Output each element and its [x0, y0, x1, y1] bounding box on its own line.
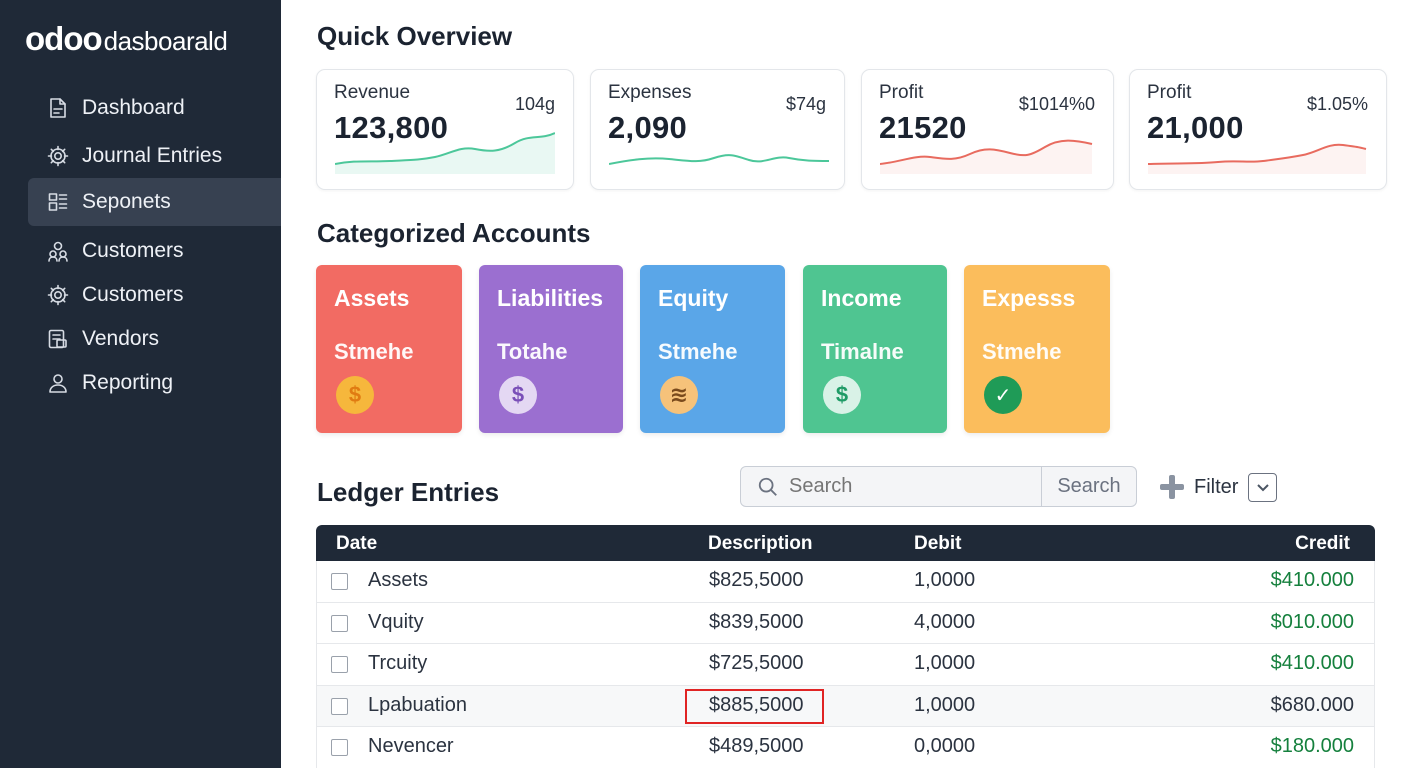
sidebar-item-reporting[interactable]: Reporting [28, 359, 281, 407]
sidebar-item-customers-2[interactable]: Customers [28, 271, 281, 319]
kpi-name: Expenses [608, 82, 692, 103]
search-box: Search [740, 466, 1137, 507]
users-icon [48, 241, 68, 262]
kpi-name: Profit [879, 82, 924, 103]
column-header-date[interactable]: Date [336, 533, 378, 554]
row-checkbox[interactable] [331, 656, 348, 674]
row-checkbox[interactable] [331, 697, 348, 715]
quick-overview-title: Quick Overview [317, 21, 513, 51]
sidebar-item-vendors[interactable]: Vendors [28, 315, 281, 363]
kpi-name: Revenue [334, 82, 411, 103]
kpi-side-value: $1014%0 [1018, 94, 1095, 114]
kpi-side-value: $74g [785, 94, 826, 114]
row-checkbox[interactable] [331, 614, 348, 632]
highlight-box [685, 688, 824, 724]
sidebar: odoodasboarald Dashboard Journal Entries… [0, 0, 281, 768]
ledger-entries-title: Ledger Entries [317, 477, 500, 507]
kpi-value: 2,090 [608, 110, 688, 145]
kpi-value: 21,000 [1147, 110, 1244, 145]
sparkline-profit-2 [1148, 143, 1367, 174]
table-row[interactable]: Trcuity $725,5000 1,0000 $410.000 [316, 644, 1375, 686]
kpi-card-profit[interactable]: Profit 21520 $1014%0 [861, 69, 1114, 190]
kpi-card-expenses[interactable]: Expenses 2,090 $74g [590, 69, 845, 190]
filter-control[interactable]: Filter [1159, 470, 1278, 504]
check-circle-icon: ✓ [984, 376, 1022, 414]
ledger-table: Date Description Debit Credit Assets $82… [316, 525, 1375, 768]
category-card-assets[interactable]: Assets Stmehe $ [316, 265, 462, 433]
kpi-value: 21520 [879, 110, 967, 145]
sidebar-item-customers[interactable]: Customers [28, 227, 281, 275]
sparkline-expenses [609, 154, 829, 165]
search-icon [758, 477, 777, 496]
table-header: Date Description Debit Credit [316, 525, 1375, 561]
column-header-credit[interactable]: Credit [1295, 533, 1350, 554]
sidebar-item-journal-entries[interactable]: Journal Entries [28, 132, 281, 180]
kpi-value: 123,800 [334, 110, 449, 145]
person-icon [49, 374, 67, 393]
kpi-side-value: 104g [514, 94, 555, 114]
search-input[interactable] [789, 475, 1041, 498]
category-card-expenses[interactable]: Expesss Stmehe ✓ [964, 265, 1110, 433]
category-card-income[interactable]: Income Timalne $ [803, 265, 947, 433]
grid-icon [48, 193, 68, 211]
category-card-liabilities[interactable]: Liabilities Totahe $ [479, 265, 623, 433]
document-icon [48, 329, 67, 349]
search-button[interactable]: Search [1041, 467, 1136, 506]
plus-icon [1159, 474, 1185, 500]
table-row[interactable]: Vquity $839,5000 4,0000 $010.000 [316, 602, 1375, 645]
sparkline-profit [880, 139, 1093, 174]
kpi-card-revenue[interactable]: Revenue 123,800 104g [316, 69, 574, 190]
gear-icon [47, 284, 69, 306]
sidebar-item-dashboard[interactable]: Dashboard [28, 84, 281, 132]
table-row[interactable]: Lpabuation $885,5000 1,0000 $680.000 [316, 685, 1375, 728]
chevron-down-icon [1257, 484, 1269, 492]
categorized-accounts-title: Categorized Accounts [317, 218, 591, 248]
column-header-debit[interactable]: Debit [914, 533, 962, 554]
category-card-equity[interactable]: Equity Stmehe ≋ [640, 265, 785, 433]
sidebar-item-seponets[interactable]: Seponets [28, 178, 281, 226]
row-checkbox[interactable] [331, 739, 348, 757]
sparkline-revenue [335, 132, 555, 174]
dashboard-icon [50, 98, 66, 118]
filter-dropdown-button[interactable] [1248, 472, 1278, 502]
column-header-description[interactable]: Description [708, 533, 813, 554]
filter-label: Filter [1194, 475, 1239, 498]
kpi-side-value: $1.05% [1306, 94, 1368, 114]
table-row[interactable]: Nevencer $489,5000 0,0000 $180.000 [316, 727, 1375, 768]
kpi-name: Profit [1147, 82, 1192, 103]
dollar-coin-icon: $ [823, 376, 861, 414]
gear-icon [47, 145, 69, 167]
dollar-coin-icon: $ [336, 376, 374, 414]
table-row[interactable]: Assets $825,5000 1,0000 $410.000 [316, 561, 1375, 603]
kpi-card-profit-2[interactable]: Profit 21,000 $1.05% [1129, 69, 1387, 190]
app-logo[interactable]: odoodasboarald [25, 20, 228, 57]
row-checkbox[interactable] [331, 573, 348, 590]
layers-icon: ≋ [660, 376, 698, 414]
dollar-coin-icon: $ [499, 376, 537, 414]
